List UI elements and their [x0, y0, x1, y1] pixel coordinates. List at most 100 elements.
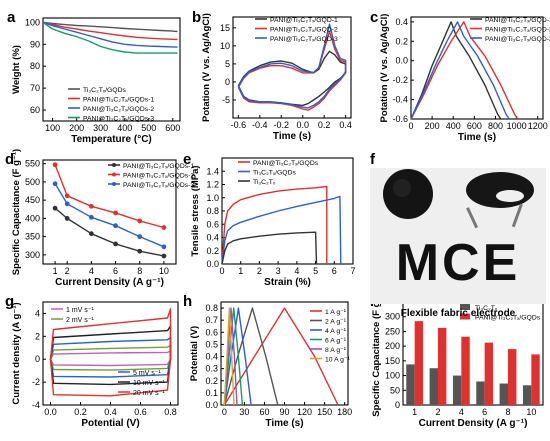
y-tick-label-a: 70 — [30, 83, 40, 93]
series-line-b-2 — [237, 23, 347, 109]
x-tick-label-h: 30 — [239, 407, 249, 417]
y-tick-label-c: -0.4 — [392, 95, 408, 105]
y-tick-label-e: 1.4 — [206, 166, 219, 176]
legend-c: PANI@Ti₃C₂Tₓ/GQD-1 PANI@Ti₃C₂Tₓ/GQD-2 PANI… — [470, 17, 550, 43]
data-point-d-2 — [113, 223, 118, 229]
y-tick-label-g: -2 — [32, 377, 40, 387]
y-tick-label-c: 0.4 — [395, 17, 408, 27]
y-tick-label-i: 0 — [395, 400, 400, 410]
data-point-d-1 — [64, 193, 70, 199]
y-axis-label-i: Specific Capacitance (F g⁻¹) — [371, 290, 382, 416]
x-tick-label-d: 2 — [65, 266, 70, 276]
bar-i-s1-c2 — [461, 336, 470, 405]
series-line-a-1 — [42, 21, 178, 41]
y-tick-label-a: 60 — [30, 105, 40, 115]
x-tick-label-i: 10 — [526, 407, 536, 417]
x-axis-label-h: Time (s) — [265, 418, 303, 429]
legend-d: PANI@Ti₃C₂Tₓ/GQDs-1 PANI@Ti₃C₂Tₓ/GQDs-2 PA… — [108, 163, 194, 189]
x-tick-label-h: 60 — [259, 407, 269, 417]
series-line-h-3 — [223, 307, 244, 406]
y-tick-label-a: 100 — [25, 17, 40, 27]
legend-label-g: 1 mV s⁻¹ — [66, 307, 94, 314]
legend-label-c: PANI@Ti₃C₂Tₓ/GQD-2 — [485, 27, 550, 34]
legend-marker-d — [112, 163, 116, 167]
data-point-d-1 — [88, 203, 94, 209]
x-axis-label-g: Potential (V) — [81, 418, 139, 429]
legend-label-i: Ti₃C₂Tₓ — [475, 305, 498, 312]
x-tick-label-h: 120 — [297, 407, 312, 417]
bar-i-s1-c5 — [531, 354, 540, 405]
y-tick-label-d: 550 — [25, 159, 40, 169]
x-tick-label-d: 8 — [137, 266, 142, 276]
data-point-d-2 — [64, 201, 70, 207]
x-tick-label-e: 6 — [332, 266, 337, 276]
x-tick-label-a: 500 — [141, 123, 156, 133]
x-tick-label-e: 0 — [219, 266, 224, 276]
data-point-d-0 — [52, 205, 58, 211]
bent-electrode-image — [466, 172, 534, 229]
y-tick-label-d: 350 — [25, 232, 40, 242]
series-line-d-2 — [54, 183, 165, 248]
y-tick-label-e: 0.2 — [206, 246, 219, 256]
y-axis-label-d: Specific Capacitance (F g⁻¹) — [11, 149, 22, 275]
y-tick-label-e: 0.0 — [206, 259, 219, 269]
legend-label-g: 5 mV s⁻¹ — [133, 370, 161, 377]
legend-label-a: PANI@Ti₃C₂Tₓ/GQDs-3 — [83, 116, 154, 123]
x-tick-label-g: 0.2 — [74, 407, 87, 417]
panel-letter-b: b — [192, 9, 201, 26]
x-axis-label-i: Current Density (A g⁻¹) — [419, 418, 528, 429]
x-tick-label-i: 6 — [482, 407, 487, 417]
plot-frame-a — [42, 17, 181, 122]
legend-label-c: PANI@Ti₃C₂Tₓ/GQD-1 — [485, 17, 550, 24]
series-line-b-1 — [237, 30, 347, 111]
y-tick-label-h: 0.3 — [205, 364, 218, 374]
y-tick-label-i: 250 — [385, 326, 400, 336]
data-point-d-2 — [52, 181, 58, 187]
panel-letter-g: g — [5, 293, 14, 310]
bar-i-s0-c1 — [429, 368, 438, 405]
bar-i-s1-c4 — [508, 349, 517, 405]
bar-i-s0-c4 — [499, 383, 508, 405]
x-tick-label-a: 300 — [93, 123, 108, 133]
y-tick-label-e: 0.6 — [206, 219, 219, 229]
series-line-e-2 — [221, 231, 318, 265]
x-tick-label-a: 200 — [69, 123, 84, 133]
y-tick-label-b: 15 — [220, 23, 230, 33]
panel-letter-c: c — [370, 9, 378, 26]
y-tick-label-i: 200 — [385, 341, 400, 351]
x-axis-label-c: Time (s) — [458, 132, 496, 143]
series-line-h-5 — [223, 307, 235, 406]
x-tick-label-i: 8 — [505, 407, 510, 417]
y-axis-label-a: Weight (%) — [11, 45, 22, 94]
panel-letter-a: a — [7, 9, 16, 26]
bar-i-s0-c2 — [452, 375, 462, 405]
series-line-h-2 — [223, 307, 252, 406]
x-tick-label-i: 2 — [435, 407, 440, 417]
x-tick-label-c: 400 — [446, 121, 461, 131]
legend-label-d: PANI@Ti₃C₂Tₓ/GQDs-2 — [123, 173, 194, 180]
y-axis-label-b: Potation (V vs. Ag/AgCl) — [201, 13, 212, 122]
y-tick-label-e: 0.4 — [206, 233, 219, 243]
panel-letter-f: f — [370, 151, 376, 168]
panel-letter-e: e — [183, 151, 191, 168]
legend-label-b: PANI@Ti₃C₂Tₓ/GQD-1 — [270, 17, 338, 24]
series-line-h-0 — [223, 307, 339, 406]
x-tick-label-d: 4 — [89, 266, 94, 276]
x-tick-label-e: 2 — [257, 266, 262, 276]
y-tick-label-g: 2 — [35, 331, 40, 341]
series-line-a-3 — [42, 21, 178, 54]
data-point-d-2 — [137, 234, 143, 240]
y-tick-label-g: 4 — [35, 308, 40, 318]
series-line-h-1 — [223, 307, 279, 406]
data-point-d-2 — [88, 214, 94, 220]
y-tick-label-b: 10 — [220, 41, 230, 51]
legend-label-g: 10 mV s⁻¹ — [133, 380, 165, 387]
legend-a: Ti₃C₂Tₓ/GQDs PANI@Ti₃C₂Tₓ/GQDs-1 PANI@Ti₃C… — [68, 87, 154, 123]
data-point-d-0 — [161, 253, 167, 259]
x-tick-label-a: 100 — [45, 123, 60, 133]
series-line-b-0 — [237, 50, 347, 107]
plot-frame-b — [232, 16, 352, 119]
x-tick-label-c: 0 — [408, 121, 413, 131]
series-line-a-2 — [42, 21, 178, 48]
